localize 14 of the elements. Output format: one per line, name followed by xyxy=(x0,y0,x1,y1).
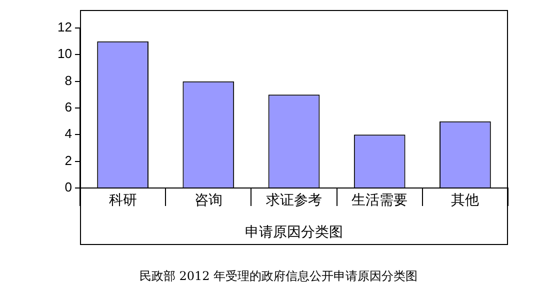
x-tick-label: 其他 xyxy=(451,191,480,208)
y-tick-label: 4 xyxy=(64,126,72,142)
text: 民政部 2012 年受理的政府信息公开申请原因分类图 xyxy=(138,268,419,285)
x-tick-label: 求证参考 xyxy=(266,191,322,208)
y-tick-label: 8 xyxy=(64,72,72,88)
x-tick-label: 科研 xyxy=(108,191,137,208)
y-tick-label: 2 xyxy=(64,152,72,168)
y-tick-label: 6 xyxy=(64,100,72,115)
x-axis-title: 申请原因分类图 xyxy=(245,223,343,240)
y-tick-label: 0 xyxy=(64,180,72,195)
x-tick-label: 咨询 xyxy=(194,191,222,208)
y-tick-label: 10 xyxy=(58,46,72,62)
x-tick-label: 生活需要 xyxy=(352,191,408,208)
y-tick-label: 12 xyxy=(58,20,72,35)
